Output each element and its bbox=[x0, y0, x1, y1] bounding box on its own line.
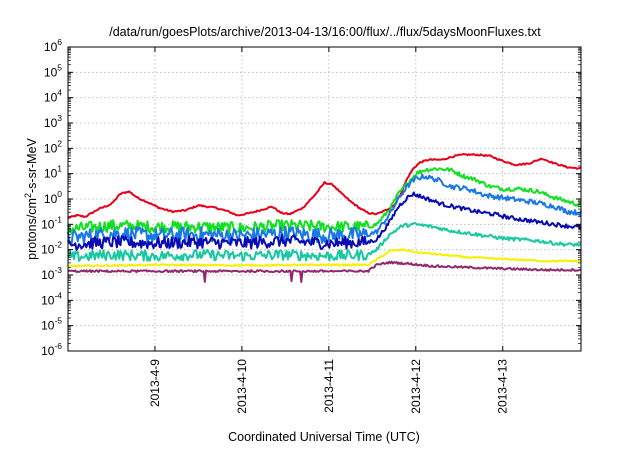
x-tick-label: 2013-4-9 bbox=[148, 359, 162, 407]
y-tick-label: 10-3 bbox=[41, 265, 62, 282]
y-axis-label-suffix: -s-sr-MeV bbox=[25, 137, 39, 193]
x-tick-label: 2013-4-12 bbox=[409, 359, 423, 414]
x-axis-label: Coordinated Universal Time (UTC) bbox=[228, 430, 420, 444]
y-axis-label-superscript: 2 bbox=[23, 193, 33, 198]
y-tick-label: 105 bbox=[44, 62, 62, 79]
y-tick-label: 10-4 bbox=[41, 290, 62, 307]
series-line bbox=[67, 173, 582, 245]
y-axis-label-prefix: protons/cm bbox=[25, 198, 39, 260]
series-line bbox=[67, 167, 582, 235]
y-tick-label: 106 bbox=[44, 37, 62, 54]
y-tick-label: 10-6 bbox=[41, 341, 62, 358]
y-tick-label: 102 bbox=[44, 138, 62, 155]
x-axis-tick-labels: 2013-4-9 2013-4-10 2013-4-11 2013-4-12 2013-… bbox=[148, 359, 510, 414]
y-tick-label: 100 bbox=[44, 189, 62, 206]
series-line bbox=[67, 222, 582, 262]
y-tick-label: 10-5 bbox=[41, 316, 62, 333]
y-axis-label: protons/cm2-s-sr-MeV bbox=[23, 137, 39, 259]
y-tick-label: 10-1 bbox=[41, 214, 62, 231]
y-tick-label: 101 bbox=[44, 164, 62, 181]
x-tick-label: 2013-4-10 bbox=[235, 359, 249, 414]
series-line bbox=[67, 191, 582, 251]
y-axis-tick-labels: 10-6 10-5 10-4 10-3 10-2 10-1 100 101 102 103 104 1… bbox=[41, 37, 62, 358]
y-tick-label: 104 bbox=[44, 88, 62, 105]
series-line bbox=[67, 152, 582, 219]
x-tick-label: 2013-4-13 bbox=[496, 359, 510, 414]
x-tick-label: 2013-4-11 bbox=[322, 359, 336, 413]
series-group bbox=[67, 152, 582, 283]
axis-ticks bbox=[68, 46, 581, 352]
chart-title: /data/run/goesPlots/archive/2013-04-13/1… bbox=[109, 25, 541, 39]
series-line bbox=[67, 260, 582, 283]
series-line bbox=[67, 248, 582, 268]
y-tick-label: 10-2 bbox=[41, 240, 62, 257]
y-tick-label: 103 bbox=[44, 113, 62, 130]
